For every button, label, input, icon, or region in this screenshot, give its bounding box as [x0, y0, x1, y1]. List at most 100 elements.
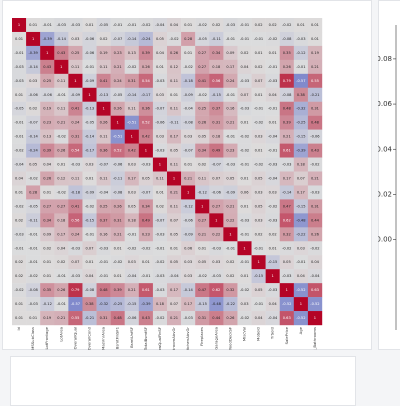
cell-label: -0.02	[28, 274, 37, 278]
cell-label: -0.04	[14, 163, 24, 167]
cell-label: -0.08	[28, 288, 38, 292]
cell-label: 0.01	[184, 163, 192, 167]
heatmap-cell	[26, 269, 41, 284]
cell-label: 0.35	[283, 51, 291, 55]
cell-label: 0.61	[142, 288, 150, 292]
heatmap-cell	[167, 269, 182, 284]
cell-label: 0.03	[128, 260, 136, 264]
heatmap-cell	[195, 171, 210, 186]
heatmap-cell	[124, 87, 140, 102]
cell-label: 0.09	[226, 51, 235, 55]
heatmap-cell	[307, 227, 323, 242]
cell-label: 1	[314, 316, 316, 320]
heatmap-cell	[152, 73, 168, 88]
heatmap-cell	[54, 45, 69, 61]
heatmap-cell	[40, 143, 55, 158]
heatmap-cell	[251, 45, 266, 61]
cell-label: 0.01	[184, 23, 192, 27]
cell-label: -0.39	[28, 51, 38, 55]
heatmap-cell	[279, 255, 295, 270]
cell-label: -0.05	[198, 37, 207, 41]
cell-label: -0.02	[282, 23, 291, 27]
cell-label: 1	[215, 218, 217, 222]
heatmap-cell	[167, 143, 182, 158]
heatmap-cell	[209, 199, 224, 214]
cell-label: 0.12	[57, 176, 65, 180]
cell-label: -0.52	[310, 302, 319, 306]
cell-label: 0.25	[100, 204, 108, 208]
cell-label: -0.01	[57, 274, 66, 278]
heatmap-cell	[138, 297, 154, 312]
heatmap-cell	[223, 73, 238, 88]
cell-label: 0.05	[128, 204, 136, 208]
cell-label: 0.04	[269, 302, 278, 306]
cell-label: 0.01	[142, 260, 150, 264]
heatmap-cell	[54, 143, 69, 158]
cell-label: -0.02	[85, 204, 94, 208]
cell-label: 0.01	[311, 37, 319, 41]
cell-label: 0.26	[57, 288, 66, 292]
heatmap-cell	[26, 73, 41, 88]
x-tick-label: MasVnrArea	[101, 327, 106, 350]
heatmap-cell	[265, 311, 280, 326]
cell-label: 0.11	[71, 65, 79, 69]
heatmap-cell	[195, 129, 210, 144]
cell-label: -0.01	[268, 65, 277, 69]
cell-label: -0.06	[28, 93, 38, 97]
heatmap-cell	[40, 87, 55, 102]
heatmap-cell	[68, 255, 83, 270]
cell-label: -0.14	[282, 190, 292, 194]
heatmap-cell	[152, 157, 168, 172]
heatmap-cell	[279, 199, 295, 214]
heatmap-cell	[251, 171, 266, 186]
heatmap-cell	[209, 129, 224, 144]
heatmap-cell	[124, 115, 140, 130]
heatmap-cell	[181, 143, 196, 158]
x-tick-label: LotFrontage	[44, 326, 49, 349]
x-tick-label: BsmtFinSF1	[115, 326, 120, 349]
heatmap-cell	[237, 241, 252, 256]
cell-label: 0.48	[283, 107, 292, 111]
cell-label: 0.47	[198, 288, 206, 292]
heatmap-cell	[54, 283, 69, 298]
x-tick-label: MoSold	[256, 326, 261, 340]
heatmap-cell	[138, 199, 154, 214]
cell-label: 0.02	[226, 260, 234, 264]
heatmap-cell	[307, 59, 323, 75]
cell-label: 0.63	[283, 316, 291, 320]
cell-label: 0.43	[311, 149, 319, 153]
heatmap-cell	[279, 185, 295, 200]
cell-label: -0.04	[169, 274, 179, 278]
heatmap-cell	[12, 45, 27, 61]
heatmap-cell	[237, 213, 252, 228]
cell-label: -0.15	[85, 218, 94, 222]
heatmap-cell	[223, 157, 238, 172]
x-tick-label: SalePrice	[284, 326, 289, 344]
heatmap-cell	[96, 269, 111, 284]
heatmap-cell	[195, 59, 210, 75]
cell-label: -0.14	[183, 288, 193, 292]
cell-label: 0.02	[212, 23, 220, 27]
heatmap-cell	[12, 171, 27, 186]
heatmap-cell	[293, 87, 309, 102]
heatmap-cell	[68, 269, 83, 284]
heatmap-cell	[251, 269, 266, 284]
heatmap-cell	[124, 311, 140, 326]
cell-label: 0.18	[57, 218, 66, 222]
cell-label: -0.03	[99, 246, 108, 250]
heatmap-cell	[68, 73, 83, 88]
cell-label: -0.01	[113, 23, 122, 27]
cell-label: 0.05	[170, 260, 178, 264]
heatmap-cell	[68, 18, 83, 33]
cell-label: 0.13	[43, 135, 51, 139]
heatmap-cell	[223, 45, 238, 61]
cell-label: -0.03	[71, 246, 80, 250]
cell-label: -0.02	[240, 288, 249, 292]
heatmap-cell	[307, 87, 323, 102]
cell-label: -0.09	[183, 232, 193, 236]
cell-label: -0.03	[268, 79, 277, 83]
heatmap-cell	[152, 283, 168, 298]
cell-label: 0.34	[142, 204, 151, 208]
cell-label: -0.03	[212, 246, 221, 250]
cell-label: -0.02	[57, 190, 66, 194]
